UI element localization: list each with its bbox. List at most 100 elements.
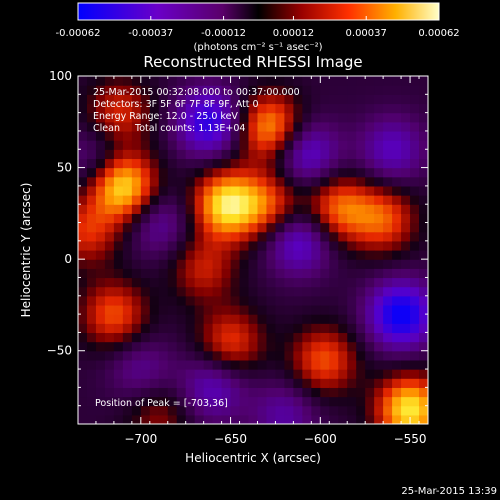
heatmap-cell bbox=[212, 121, 223, 132]
heatmap-cell bbox=[275, 259, 286, 269]
heatmap-cell bbox=[419, 140, 428, 150]
heatmap-cell bbox=[149, 323, 160, 334]
heatmap-cell bbox=[275, 314, 286, 324]
heatmap-cell bbox=[185, 94, 196, 105]
heatmap-cell bbox=[131, 350, 142, 361]
heatmap-cell bbox=[401, 167, 411, 178]
heatmap-cell bbox=[374, 222, 384, 233]
heatmap-cell bbox=[320, 149, 330, 160]
heatmap-cell bbox=[149, 378, 160, 388]
heatmap-cell bbox=[221, 85, 232, 95]
heatmap-cell bbox=[78, 204, 88, 214]
heatmap-cell bbox=[239, 213, 250, 224]
heatmap-cell bbox=[104, 94, 115, 105]
heatmap-cell bbox=[104, 396, 115, 407]
heatmap-cell bbox=[158, 350, 169, 361]
heatmap-cell bbox=[239, 268, 250, 279]
heatmap-cell bbox=[95, 304, 106, 315]
heatmap-cell bbox=[329, 176, 339, 187]
heatmap-cell bbox=[347, 369, 357, 379]
heatmap-cell bbox=[167, 176, 178, 187]
heatmap-cell bbox=[311, 112, 321, 123]
heatmap-cell bbox=[410, 405, 420, 416]
heatmap-cell bbox=[239, 359, 250, 370]
heatmap-cell bbox=[329, 204, 339, 214]
heatmap-cell bbox=[329, 240, 339, 251]
heatmap-cell bbox=[248, 405, 259, 416]
heatmap-cell bbox=[158, 405, 169, 416]
heatmap-cell bbox=[320, 405, 330, 416]
heatmap-cell bbox=[113, 121, 124, 132]
heatmap-cell bbox=[383, 332, 393, 343]
heatmap-cell bbox=[401, 112, 411, 123]
heatmap-cell bbox=[347, 295, 357, 306]
heatmap-cell bbox=[230, 414, 241, 424]
heatmap-cell bbox=[419, 314, 428, 324]
heatmap-cell bbox=[212, 396, 223, 407]
heatmap-cell bbox=[275, 240, 286, 251]
heatmap-cell bbox=[320, 176, 330, 187]
heatmap-cell bbox=[320, 94, 330, 105]
heatmap-cell bbox=[347, 222, 357, 233]
heatmap-cell bbox=[176, 387, 187, 398]
heatmap-cell bbox=[212, 112, 223, 123]
heatmap-cell bbox=[311, 405, 321, 416]
heatmap-cell bbox=[338, 323, 348, 334]
heatmap-cell bbox=[275, 323, 286, 334]
heatmap-cell bbox=[239, 204, 250, 214]
heatmap-cell bbox=[338, 85, 348, 95]
heatmap-cell bbox=[293, 176, 303, 187]
heatmap-cell bbox=[284, 277, 294, 288]
heatmap-cell bbox=[257, 103, 268, 114]
heatmap-cell bbox=[248, 240, 259, 251]
heatmap-cell bbox=[248, 140, 259, 150]
heatmap-cell bbox=[113, 140, 124, 150]
heatmap-cell bbox=[401, 204, 411, 214]
heatmap-cell bbox=[185, 405, 196, 416]
heatmap-cell bbox=[284, 167, 294, 178]
heatmap-cell bbox=[365, 277, 375, 288]
heatmap-cell bbox=[374, 369, 384, 379]
heatmap-cell bbox=[131, 387, 142, 398]
heatmap-cell bbox=[167, 149, 178, 160]
heatmap-cell bbox=[194, 149, 205, 160]
heatmap-cell bbox=[320, 277, 330, 288]
heatmap-cell bbox=[266, 85, 277, 95]
heatmap-cell bbox=[185, 350, 196, 361]
heatmap-cell bbox=[131, 240, 142, 251]
heatmap-cell bbox=[86, 396, 97, 407]
heatmap-cell bbox=[239, 149, 250, 160]
heatmap-cell bbox=[230, 167, 241, 178]
heatmap-cell bbox=[248, 121, 259, 132]
heatmap-cell bbox=[248, 76, 259, 86]
heatmap-cell bbox=[302, 350, 312, 361]
heatmap-cell bbox=[86, 167, 97, 178]
heatmap-cell bbox=[104, 121, 115, 132]
heatmap-cell bbox=[284, 185, 294, 196]
heatmap-cell bbox=[311, 140, 321, 150]
heatmap-cell bbox=[401, 176, 411, 187]
heatmap-cell bbox=[419, 240, 428, 251]
heatmap-cell bbox=[122, 314, 133, 324]
heatmap-cell bbox=[167, 286, 178, 297]
heatmap-cell bbox=[78, 195, 88, 205]
heatmap-cell bbox=[419, 94, 428, 105]
heatmap-cell bbox=[320, 359, 330, 370]
heatmap-cell bbox=[257, 222, 268, 233]
heatmap-cell bbox=[203, 195, 214, 205]
heatmap-cell bbox=[158, 204, 169, 214]
heatmap-cell bbox=[86, 295, 97, 306]
heatmap-cell bbox=[212, 204, 223, 214]
heatmap-cell bbox=[86, 231, 97, 242]
heatmap-cell bbox=[347, 405, 357, 416]
heatmap-cell bbox=[230, 378, 241, 388]
heatmap-cell bbox=[185, 85, 196, 95]
heatmap-cell bbox=[194, 112, 205, 123]
heatmap-cell bbox=[113, 94, 124, 105]
heatmap-cell bbox=[104, 158, 115, 169]
heatmap-cell bbox=[275, 304, 286, 315]
heatmap-cell bbox=[302, 286, 312, 297]
heatmap-cell bbox=[374, 286, 384, 297]
heatmap-cell bbox=[185, 204, 196, 214]
heatmap-cell bbox=[311, 396, 321, 407]
